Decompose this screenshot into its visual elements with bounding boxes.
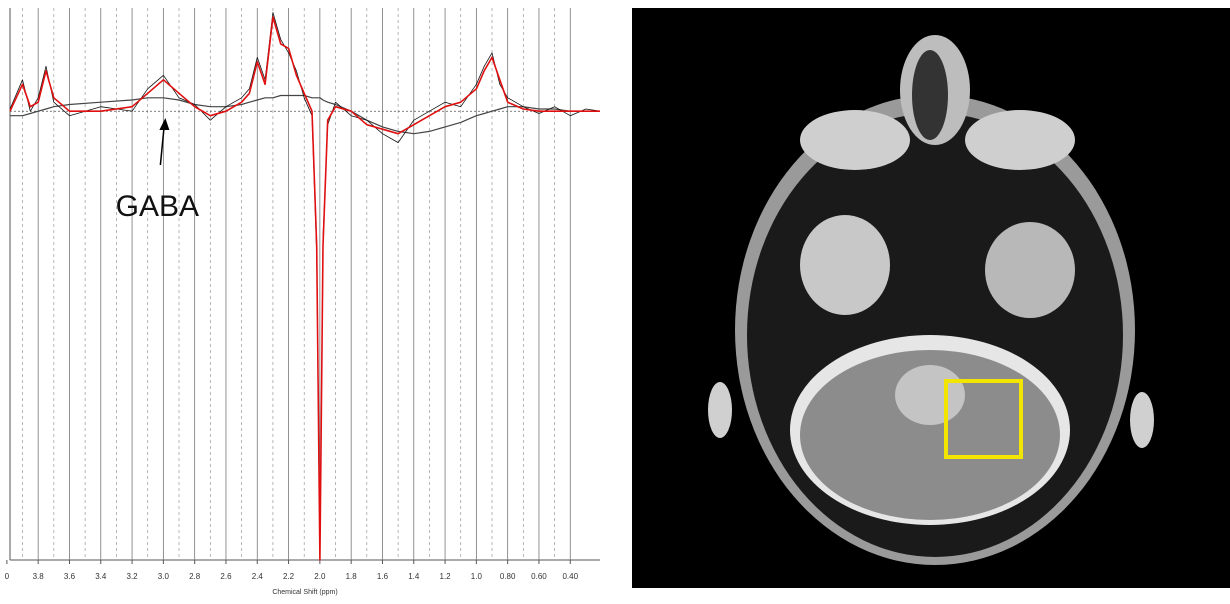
annotation-arrowhead (159, 118, 170, 130)
annotation-arrow (159, 123, 166, 166)
x-tick-label: 2.8 (189, 572, 201, 581)
x-tick-label: 2.4 (252, 572, 264, 581)
spectrum-line (9, 16, 600, 561)
right-temporal-lobe (985, 222, 1075, 318)
x-tick-label: 1.0 (471, 572, 483, 581)
left-orbit (800, 110, 910, 170)
x-tick-label: 3.4 (95, 572, 107, 581)
x-tick-label: 0.40 (562, 572, 578, 581)
x-tick-label: 1.8 (346, 572, 358, 581)
x-tick-label: 3.0 (158, 572, 170, 581)
roi-box (944, 379, 1023, 459)
cerebellum (800, 350, 1060, 520)
spectrum-line (10, 94, 600, 135)
x-tick-label: 0.80 (500, 572, 516, 581)
x-tick-label: 1.6 (377, 572, 389, 581)
x-axis-label: Chemical Shift (ppm) (272, 589, 337, 596)
left-temporal-lobe (800, 215, 890, 315)
left-ear (708, 382, 732, 438)
right-ear (1130, 392, 1154, 448)
x-tick-label: 1.4 (408, 572, 420, 581)
x-tick-label: 2.6 (220, 572, 232, 581)
x-tick-label: 0 (5, 572, 10, 581)
x-tick-label: 3.8 (33, 572, 45, 581)
spectrum-chart: 0 3.8 3.6 3.4 3.2 3.0 2.8 2.6 2.4 2.2 2.0 1.8 1.6 1.4… (5, 8, 601, 596)
x-tick-label: 3.2 (127, 572, 139, 581)
annotation-label: GABA (116, 190, 199, 223)
x-tick-label: 2.2 (283, 572, 295, 581)
mri-image (632, 8, 1230, 588)
right-orbit (965, 110, 1075, 170)
x-tick-label: 0.60 (531, 572, 547, 581)
x-tick-label: 2.0 (314, 572, 326, 581)
x-tick-label: 1.2 (440, 572, 452, 581)
nasal-cavity (912, 50, 948, 140)
x-tick-label: 3.6 (64, 572, 76, 581)
fourth-ventricle (895, 365, 965, 425)
